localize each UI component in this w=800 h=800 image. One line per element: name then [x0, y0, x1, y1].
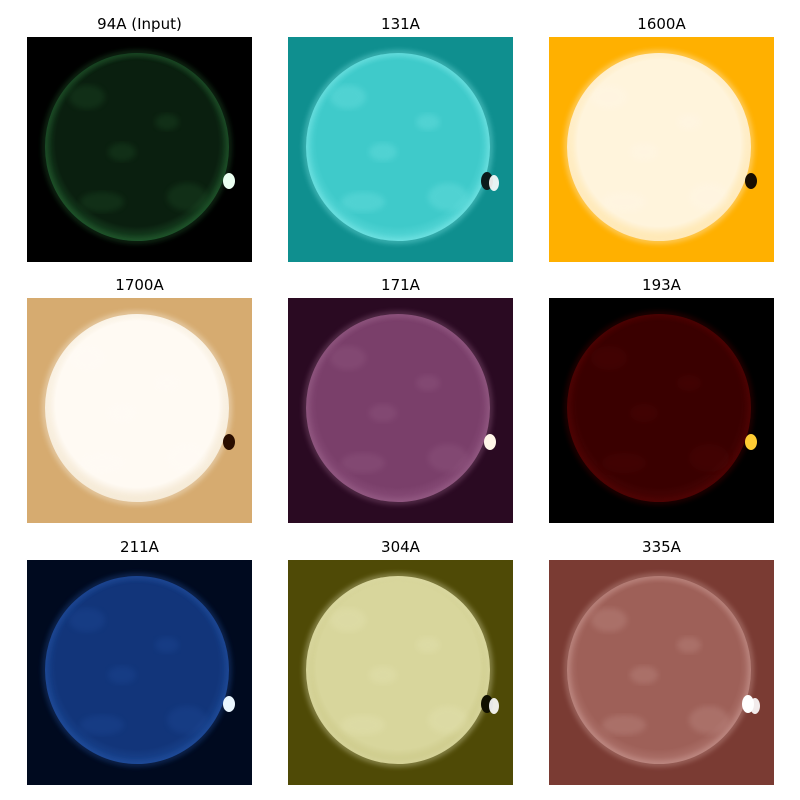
- surface-region: [341, 192, 385, 212]
- surface-region: [155, 114, 179, 130]
- solar-disk-image: [27, 560, 252, 785]
- surface-region: [108, 143, 136, 161]
- surface-region: [416, 114, 440, 130]
- panel-title: 335A: [642, 538, 681, 556]
- surface-region: [167, 706, 207, 734]
- active-region-spot: [484, 434, 496, 450]
- active-region-bright: [489, 698, 499, 714]
- surface-region: [428, 706, 468, 734]
- surface-region: [630, 404, 658, 422]
- active-region-spot: [745, 434, 757, 450]
- solar-limb: [43, 312, 231, 504]
- active-region-bright: [750, 698, 760, 714]
- active-region-spot: [223, 434, 235, 450]
- solar-limb: [43, 574, 231, 766]
- solar-limb: [304, 51, 492, 243]
- surface-region: [69, 346, 105, 370]
- surface-region: [630, 666, 658, 684]
- solar-disk-image: [27, 37, 252, 262]
- surface-region: [167, 183, 207, 211]
- surface-region: [369, 404, 397, 422]
- surface-region: [330, 608, 366, 632]
- solar-disk-image: [288, 560, 513, 785]
- panel-title: 1600A: [637, 15, 686, 33]
- solar-limb: [565, 312, 753, 504]
- solar-limb: [565, 51, 753, 243]
- surface-region: [155, 637, 179, 653]
- surface-region: [602, 192, 646, 212]
- panel-title: 304A: [381, 538, 420, 556]
- surface-region: [591, 85, 627, 109]
- surface-region: [155, 375, 179, 391]
- surface-region: [689, 183, 729, 211]
- active-region-spot: [223, 173, 235, 189]
- surface-region: [428, 444, 468, 472]
- surface-region: [80, 715, 124, 735]
- solar-limb: [43, 51, 231, 243]
- surface-region: [80, 192, 124, 212]
- surface-region: [689, 444, 729, 472]
- surface-region: [591, 346, 627, 370]
- surface-region: [167, 444, 207, 472]
- surface-region: [677, 114, 701, 130]
- surface-region: [602, 715, 646, 735]
- solar-disk-image: [549, 298, 774, 523]
- solar-limb: [304, 312, 492, 504]
- surface-region: [416, 637, 440, 653]
- surface-region: [602, 453, 646, 473]
- surface-region: [416, 375, 440, 391]
- surface-region: [677, 637, 701, 653]
- surface-region: [69, 85, 105, 109]
- active-region-bright: [489, 175, 499, 191]
- surface-region: [689, 706, 729, 734]
- solar-disk-image: [27, 298, 252, 523]
- surface-region: [591, 608, 627, 632]
- surface-region: [341, 715, 385, 735]
- panel-title: 211A: [120, 538, 159, 556]
- panel-title: 94A (Input): [97, 15, 182, 33]
- solar-disk-image: [288, 37, 513, 262]
- panel-title: 131A: [381, 15, 420, 33]
- panel-title: 171A: [381, 276, 420, 294]
- surface-region: [369, 666, 397, 684]
- solar-disk-image: [288, 298, 513, 523]
- surface-region: [369, 143, 397, 161]
- panel-title: 1700A: [115, 276, 164, 294]
- surface-region: [80, 453, 124, 473]
- surface-region: [341, 453, 385, 473]
- surface-region: [428, 183, 468, 211]
- panel-title: 193A: [642, 276, 681, 294]
- surface-region: [108, 666, 136, 684]
- solar-disk-image: [549, 560, 774, 785]
- solar-limb: [565, 574, 753, 766]
- surface-region: [330, 85, 366, 109]
- surface-region: [108, 404, 136, 422]
- surface-region: [677, 375, 701, 391]
- surface-region: [630, 143, 658, 161]
- active-region-spot: [745, 173, 757, 189]
- surface-region: [330, 346, 366, 370]
- active-region-spot: [223, 696, 235, 712]
- solar-limb: [304, 574, 492, 766]
- solar-disk-image: [549, 37, 774, 262]
- surface-region: [69, 608, 105, 632]
